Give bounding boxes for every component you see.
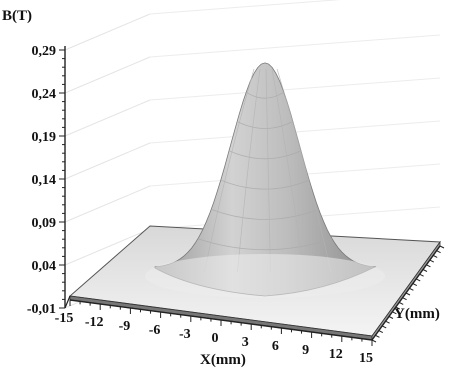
x-tick-label: -9 <box>119 319 131 334</box>
surface-facet <box>271 68 304 273</box>
y-axis-title: Y(mm) <box>394 306 440 322</box>
z-axis-foot <box>64 295 71 309</box>
surface-band <box>245 91 285 99</box>
z-tick-label: 0,04 <box>32 259 57 274</box>
gridline <box>64 13 151 51</box>
gridline <box>64 56 151 94</box>
y-tick-mark <box>388 316 394 319</box>
x-tick-label: 0 <box>212 331 219 346</box>
surface-facet <box>265 68 271 273</box>
surface-facet <box>204 68 255 273</box>
axes <box>59 46 445 346</box>
surface-band <box>228 150 302 160</box>
y-tick-mark <box>392 311 397 315</box>
gridline <box>64 99 151 137</box>
x-tick-label: -12 <box>85 315 104 330</box>
y-tick-mark <box>439 245 445 249</box>
z-tick-label: 0,14 <box>32 173 57 188</box>
x-tick-label: -6 <box>149 323 161 338</box>
x-axis-title: X(mm) <box>200 352 246 368</box>
y-tick-mark <box>419 273 424 277</box>
field-surface <box>145 62 385 298</box>
surface-band <box>236 121 294 129</box>
surface-band <box>197 238 333 251</box>
z-axis-ticks: 0,29 0,24 0,19 0,14 0,09 0,04 -0,01 <box>27 44 56 317</box>
z-tick-label: -0,01 <box>27 302 56 317</box>
y-tick-mark <box>378 330 384 334</box>
x-tick-label: 15 <box>359 351 373 366</box>
z-tick-label: 0,24 <box>32 87 57 102</box>
y-tick-mark <box>405 292 411 296</box>
y-tick-mark <box>432 254 438 258</box>
gridline <box>149 0 342 15</box>
x-tick-label: 12 <box>329 347 343 362</box>
x-axis-ticks: -15 -12 -9 -6 -3 0 3 6 9 12 15 <box>55 311 373 366</box>
y-tick-mark <box>381 325 387 329</box>
z-tick-label: 0,29 <box>32 44 57 59</box>
surface-band <box>211 209 319 220</box>
surface-band <box>220 179 310 190</box>
surface-facet <box>276 68 332 273</box>
gridline <box>64 228 151 266</box>
gridline <box>149 34 441 58</box>
y-tick-mark <box>409 287 414 291</box>
y-tick-mark <box>395 306 401 310</box>
z-tick-label: 0,19 <box>32 130 57 145</box>
x-tick-label: 3 <box>242 335 249 350</box>
y-tick-mark <box>375 334 380 338</box>
x-tick-label: -15 <box>55 311 74 326</box>
surface-facet <box>237 68 261 273</box>
gridline <box>149 77 441 101</box>
y-tick-mark <box>422 269 428 272</box>
y-tick-mark <box>412 283 418 287</box>
x-tick-label: 9 <box>302 343 309 358</box>
y-tick-mark <box>398 301 404 305</box>
y-tick-mark <box>415 278 421 282</box>
y-tick-mark <box>426 264 431 268</box>
y-tick-mark <box>402 297 407 301</box>
surface-skirt <box>145 254 385 298</box>
x-tick-label: 6 <box>272 339 279 354</box>
z-axis-title: B(T) <box>2 8 32 24</box>
x-tick-label: -3 <box>179 327 191 342</box>
z-tick-label: 0,09 <box>32 216 57 231</box>
gridline <box>64 185 151 223</box>
y-tick-mark <box>436 250 441 254</box>
y-tick-mark <box>385 320 390 324</box>
y-tick-mark <box>429 259 435 263</box>
y-tick-mark <box>371 339 377 343</box>
gridline <box>64 142 151 180</box>
